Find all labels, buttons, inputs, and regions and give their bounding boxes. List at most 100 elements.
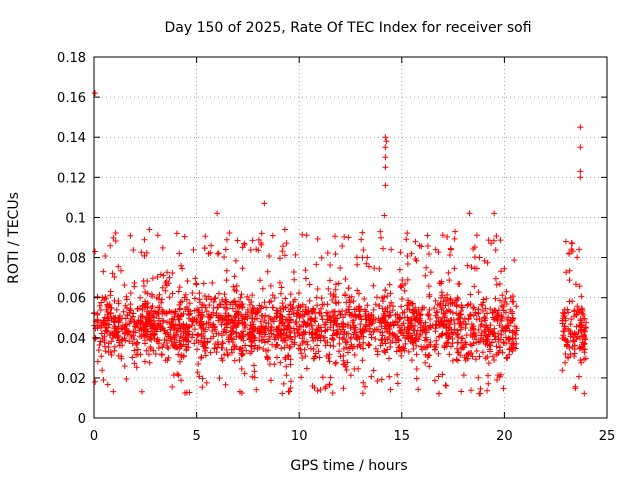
data-point [276,279,283,286]
data-point [425,283,432,290]
data-point [382,154,389,161]
data-point [318,295,325,302]
data-point [355,313,362,320]
data-point [345,306,352,313]
data-point [329,296,336,303]
data-point [482,332,489,339]
data-point [322,385,329,392]
data-point [359,357,366,364]
data-point [196,296,203,303]
data-point [231,273,238,280]
data-point [465,350,472,357]
data-point [284,317,291,324]
data-point [177,299,184,306]
data-point [236,357,243,364]
data-point [140,332,147,339]
data-point [237,294,244,301]
data-point [243,347,250,354]
data-point [159,244,166,251]
data-point [206,314,213,321]
data-point [192,275,199,282]
data-point [169,290,176,297]
data-point [359,229,366,236]
data-point [223,346,230,353]
data-point [481,314,488,321]
data-point [256,302,263,309]
data-point [357,321,364,328]
data-point [268,323,275,330]
data-point [129,354,136,361]
data-point [191,340,198,347]
data-point [470,246,477,253]
data-point [511,257,518,264]
data-point [366,263,373,270]
data-point [404,252,411,259]
data-point [200,280,207,287]
data-point [402,280,409,287]
data-point [477,322,484,329]
data-point [115,323,122,330]
data-point [326,314,333,321]
data-point [164,344,171,351]
data-point [284,325,291,332]
y-axis-label: ROTI / TECUs [6,192,22,284]
data-point [330,313,337,320]
data-point [141,340,148,347]
data-point [110,388,117,395]
data-point [261,200,268,207]
data-point [223,321,230,328]
data-point [365,342,372,349]
data-point [392,318,399,325]
data-point [358,316,365,323]
data-point [351,329,358,336]
data-point [174,371,181,378]
data-point [403,236,410,243]
data-point [112,229,119,236]
data-point [108,352,115,359]
data-point [559,320,566,327]
data-point [104,301,111,308]
data-point [144,318,151,325]
data-point [222,313,229,320]
data-point [497,237,504,244]
data-point [166,294,173,301]
data-point [483,322,490,329]
data-point [203,296,210,303]
data-point [503,288,510,295]
data-point [210,298,217,305]
data-point [153,294,160,301]
data-point [281,226,288,233]
chart-title: Day 150 of 2025, Rate Of TEC Index for r… [164,20,531,36]
data-point [477,338,484,345]
data-point [348,334,355,341]
data-point [259,285,266,292]
data-point [330,291,337,298]
data-point [446,277,453,284]
data-point [505,314,512,321]
data-point [141,358,148,365]
data-point [500,385,507,392]
data-point [413,351,420,358]
data-point [572,383,579,390]
data-point [229,328,236,335]
data-point [493,343,500,350]
data-point [154,232,161,239]
data-point [281,327,288,334]
data-point [295,290,302,297]
data-point [500,327,507,334]
data-point [164,269,171,276]
data-point [283,240,290,247]
data-point [131,279,138,286]
data-point [453,303,460,310]
data-point [133,364,140,371]
data-point [104,381,111,388]
data-point [402,340,409,347]
data-point [262,325,269,332]
data-point [160,342,167,349]
data-point [185,330,192,337]
data-point [343,366,350,373]
x-tick-label: 5 [192,429,200,444]
data-point [95,347,102,354]
data-point [479,349,486,356]
data-point [198,337,205,344]
